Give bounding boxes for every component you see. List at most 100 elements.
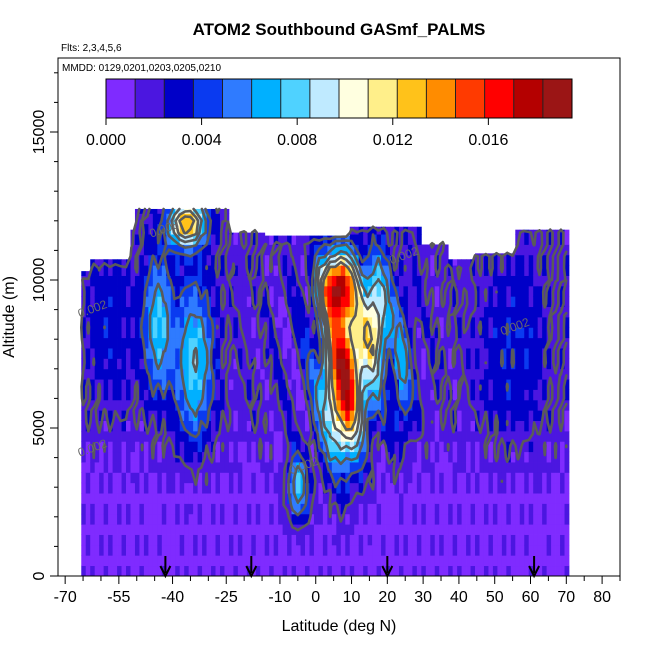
heatmap-cell bbox=[542, 555, 548, 567]
heatmap-cell bbox=[139, 451, 145, 463]
heatmap-cell bbox=[381, 327, 386, 339]
heatmap-cell bbox=[184, 234, 190, 245]
heatmap-cell bbox=[439, 244, 445, 256]
heatmap-cell bbox=[112, 285, 118, 297]
heatmap-cell bbox=[228, 544, 234, 556]
heatmap-cell bbox=[215, 368, 221, 380]
heatmap-cell bbox=[479, 565, 485, 576]
heatmap-cell bbox=[403, 389, 409, 401]
heatmap-cell bbox=[537, 285, 543, 297]
heatmap-cell bbox=[340, 534, 346, 546]
heatmap-cell bbox=[345, 368, 351, 380]
heatmap-cell bbox=[282, 348, 288, 359]
heatmap-cell bbox=[403, 306, 409, 318]
heatmap-cell bbox=[126, 348, 131, 359]
heatmap-cell bbox=[175, 565, 181, 576]
heatmap-cell bbox=[537, 565, 543, 576]
heatmap-cell bbox=[439, 358, 445, 370]
heatmap-cell bbox=[390, 244, 395, 256]
heatmap-cell bbox=[425, 555, 431, 567]
heatmap-cell bbox=[237, 482, 243, 494]
heatmap-cell bbox=[519, 555, 525, 567]
heatmap-cell bbox=[121, 555, 127, 567]
heatmap-cell bbox=[278, 513, 284, 525]
heatmap-cell bbox=[134, 208, 140, 214]
heatmap-cell bbox=[461, 296, 467, 308]
heatmap-cell bbox=[564, 451, 570, 463]
heatmap-cell bbox=[309, 317, 315, 328]
heatmap-cell bbox=[175, 544, 181, 556]
heatmap-cell bbox=[354, 524, 360, 535]
heatmap-cell bbox=[466, 410, 471, 421]
heatmap-cell bbox=[363, 275, 369, 287]
heatmap-cell bbox=[560, 565, 565, 576]
heatmap-cell bbox=[148, 296, 154, 308]
heatmap-cell bbox=[506, 493, 512, 504]
heatmap-cell bbox=[255, 565, 261, 576]
heatmap-cell bbox=[130, 368, 136, 380]
heatmap-cell bbox=[99, 462, 105, 473]
heatmap-cell bbox=[398, 285, 404, 297]
heatmap-cell bbox=[394, 544, 400, 556]
heatmap-cell bbox=[560, 462, 565, 473]
heatmap-cell bbox=[515, 493, 521, 504]
heatmap-cell bbox=[318, 410, 324, 421]
heatmap-cell bbox=[385, 265, 391, 276]
heatmap-cell bbox=[224, 337, 230, 349]
heatmap-cell bbox=[367, 482, 373, 494]
heatmap-cell bbox=[551, 420, 556, 432]
heatmap-cell bbox=[385, 306, 391, 318]
heatmap-cell bbox=[233, 441, 239, 453]
heatmap-cell bbox=[112, 462, 118, 473]
heatmap-cell bbox=[510, 296, 516, 308]
heatmap-cell bbox=[184, 565, 190, 576]
heatmap-cell bbox=[273, 285, 279, 297]
heatmap-cell bbox=[470, 493, 476, 504]
heatmap-cell bbox=[152, 275, 158, 287]
heatmap-cell bbox=[206, 379, 212, 390]
heatmap-cell bbox=[313, 358, 319, 370]
heatmap-cell bbox=[202, 555, 207, 567]
heatmap-cell bbox=[304, 235, 310, 245]
heatmap-cell bbox=[170, 348, 176, 359]
heatmap-cell bbox=[358, 555, 364, 567]
heatmap-cell bbox=[184, 296, 190, 308]
heatmap-cell bbox=[291, 275, 297, 287]
heatmap-cell bbox=[497, 534, 503, 546]
heatmap-cell bbox=[461, 565, 467, 576]
heatmap-cell bbox=[492, 379, 498, 390]
heatmap-cell bbox=[488, 317, 494, 328]
heatmap-cell bbox=[166, 208, 172, 214]
heatmap-cell bbox=[358, 462, 364, 473]
colorbar-tick-label: 0.016 bbox=[468, 132, 508, 149]
heatmap-cell bbox=[542, 451, 548, 463]
heatmap-cell bbox=[448, 534, 454, 546]
heatmap-cell bbox=[376, 306, 382, 318]
heatmap-cell bbox=[506, 555, 512, 567]
heatmap-cell bbox=[349, 503, 355, 515]
heatmap-cell bbox=[300, 565, 306, 576]
heatmap-cell bbox=[381, 234, 386, 245]
heatmap-cell bbox=[273, 358, 279, 370]
heatmap-cell bbox=[475, 503, 480, 515]
heatmap-cell bbox=[273, 410, 279, 421]
x-tick-label: -10 bbox=[268, 589, 291, 606]
heatmap-cell bbox=[542, 493, 548, 504]
heatmap-cell bbox=[528, 317, 534, 328]
heatmap-cell bbox=[99, 348, 105, 359]
heatmap-cell bbox=[416, 327, 422, 339]
heatmap-cell bbox=[560, 524, 565, 535]
heatmap-cell bbox=[291, 348, 297, 359]
heatmap-cell bbox=[304, 265, 310, 276]
heatmap-cell bbox=[416, 296, 422, 308]
heatmap-cell bbox=[515, 358, 521, 370]
heatmap-cell bbox=[94, 503, 100, 515]
heatmap-cell bbox=[354, 430, 360, 442]
heatmap-cell bbox=[134, 327, 140, 339]
heatmap-cell bbox=[130, 555, 136, 567]
heatmap-cell bbox=[206, 254, 212, 266]
heatmap-cell bbox=[211, 513, 216, 525]
heatmap-cell bbox=[479, 253, 485, 256]
heatmap-cell bbox=[228, 368, 234, 380]
heatmap-cell bbox=[188, 358, 194, 370]
